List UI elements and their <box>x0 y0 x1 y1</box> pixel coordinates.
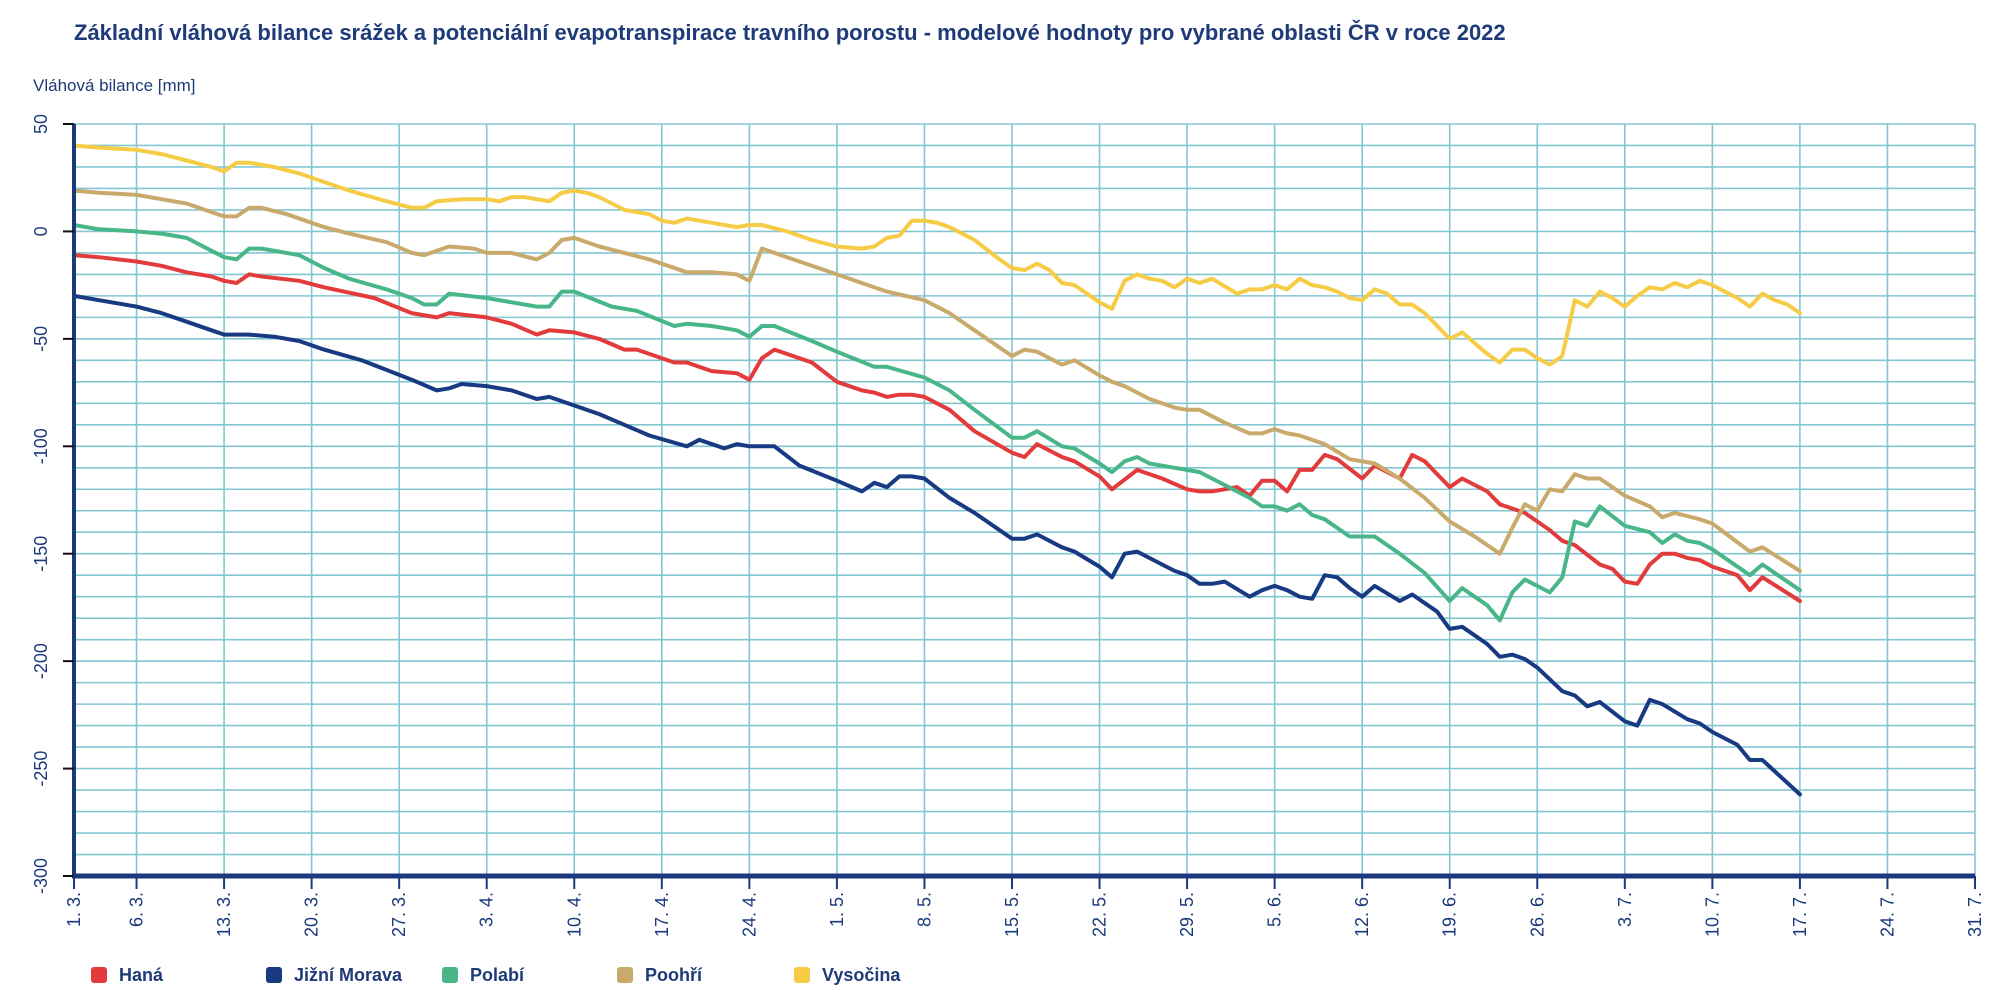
x-tick-label: 19. 6. <box>1440 892 1460 937</box>
legend: Haná Jižní Morava Polabí Poohří Vysočina <box>0 962 2000 992</box>
x-tick-label: 1. 5. <box>827 892 847 927</box>
x-tick-label: 3. 4. <box>477 892 497 927</box>
chart-title: Základní vláhová bilance srážek a potenc… <box>74 20 1506 45</box>
legend-item-jizni-morava: Jižní Morava <box>266 962 402 988</box>
x-tick-labels: 1. 3. 6. 3. 13. 3. 20. 3. 27. 3. 3. 4. 10. 4. 1… <box>64 892 1985 937</box>
x-tick-label: 15. 5. <box>1002 892 1022 937</box>
legend-swatch-hana <box>91 967 107 983</box>
axes <box>63 123 1976 889</box>
x-tick-label: 12. 6. <box>1352 892 1372 937</box>
x-tick-label: 6. 3. <box>127 892 147 927</box>
series-line-poohri <box>72 188 1802 573</box>
x-tick-label: 20. 3. <box>302 892 322 937</box>
legend-item-hana: Haná <box>91 962 163 988</box>
legend-item-poohri: Poohří <box>617 962 702 988</box>
y-tick-label: -100 <box>31 428 51 464</box>
legend-label: Haná <box>119 964 164 985</box>
x-tick-label: 24. 7. <box>1877 892 1897 937</box>
series-line-jizni-morava <box>72 293 1802 797</box>
y-tick-label: -200 <box>31 643 51 679</box>
x-tick-label: 31. 7. <box>1965 892 1985 937</box>
legend-label: Vysočina <box>822 964 901 985</box>
series-lines <box>72 143 1802 797</box>
x-tick-label: 10. 4. <box>564 892 584 937</box>
x-tick-label: 17. 7. <box>1790 892 1810 937</box>
x-tick-label: 5. 6. <box>1265 892 1285 927</box>
x-tick-label: 22. 5. <box>1090 892 1110 937</box>
y-tick-label: -300 <box>31 858 51 894</box>
legend-item-vysocina: Vysočina <box>794 962 900 988</box>
x-tick-label: 29. 5. <box>1177 892 1197 937</box>
x-tick-label: 8. 5. <box>914 892 934 927</box>
y-axis-label: Vláhová bilance [mm] <box>33 76 196 95</box>
legend-swatch-jizni-morava <box>266 967 282 983</box>
x-tick-label: 3. 7. <box>1615 892 1635 927</box>
y-tick-label: -50 <box>31 326 51 352</box>
x-tick-label: 13. 3. <box>214 892 234 937</box>
series-line-vysocina <box>72 143 1802 367</box>
x-tick-label: 24. 4. <box>739 892 759 937</box>
legend-item-polabi: Polabí <box>442 962 524 988</box>
y-tick-label: -150 <box>31 536 51 572</box>
y-tick-label: 50 <box>31 114 51 134</box>
legend-swatch-poohri <box>617 967 633 983</box>
y-tick-labels: 50 0 -50 -100 -150 -200 -250 -300 <box>31 114 51 894</box>
legend-label: Polabí <box>470 964 525 985</box>
series-line-polabi <box>72 223 1802 623</box>
x-tick-label: 26. 6. <box>1527 892 1547 937</box>
y-tick-label: -250 <box>31 751 51 787</box>
y-tick-label: 0 <box>31 226 51 236</box>
legend-label: Poohří <box>645 964 702 985</box>
series-line-hana <box>72 253 1802 603</box>
x-tick-label: 17. 4. <box>652 892 672 937</box>
legend-swatch-vysocina <box>794 967 810 983</box>
x-tick-label: 10. 7. <box>1702 892 1722 937</box>
x-tick-label: 27. 3. <box>389 892 409 937</box>
legend-swatch-polabi <box>442 967 458 983</box>
x-tick-label: 1. 3. <box>64 892 84 927</box>
legend-label: Jižní Morava <box>294 964 403 985</box>
